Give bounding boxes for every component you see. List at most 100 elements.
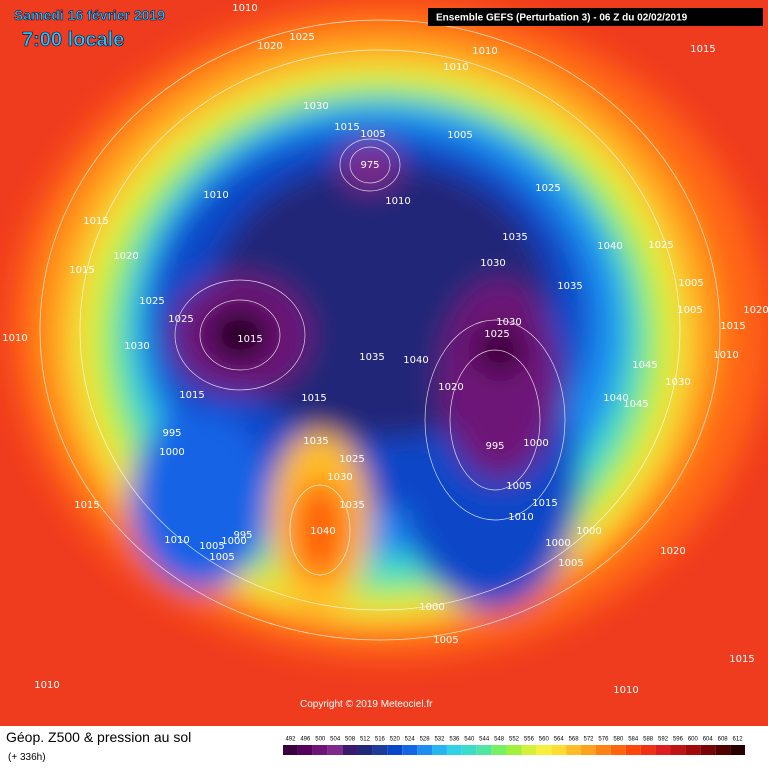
- isobar-label: 1020: [113, 251, 138, 262]
- legend-value: 612: [733, 737, 744, 743]
- legend-swatch: [491, 745, 507, 755]
- legend-swatch: [625, 745, 641, 755]
- isobar-label: 1010: [472, 46, 497, 57]
- isobar-label: 1040: [597, 241, 622, 252]
- legend-swatch: [551, 745, 567, 755]
- legend-swatch: [372, 745, 388, 755]
- legend-value: 552: [509, 737, 520, 743]
- legend-value: 516: [375, 737, 386, 743]
- isobar-label: 1035: [359, 352, 384, 363]
- legend-swatch: [655, 745, 671, 755]
- isobar-label: 1010: [443, 62, 468, 73]
- legend-value: 524: [405, 737, 416, 743]
- isobar-label: 1030: [665, 377, 690, 388]
- legend-value: 592: [658, 737, 669, 743]
- legend-value: 536: [449, 737, 460, 743]
- legend-value: 528: [420, 737, 431, 743]
- isobar-label: 1035: [339, 500, 364, 511]
- isobar-label: 1015: [532, 498, 557, 509]
- legend-value: 604: [703, 737, 714, 743]
- legend-swatch: [715, 745, 731, 755]
- isobar-label: 1005: [199, 541, 224, 552]
- legend-value: 540: [464, 737, 475, 743]
- legend-value: 492: [285, 737, 296, 743]
- isobar-label: 1025: [484, 329, 509, 340]
- legend-value: 508: [345, 737, 356, 743]
- legend-value: 532: [434, 737, 445, 743]
- isobar-labels: 1010102010251030101510059751005101010101…: [2, 3, 768, 696]
- date: Samedi 16 février 2019: [14, 7, 165, 23]
- legend-swatch: [312, 745, 328, 755]
- legend-swatch: [730, 745, 745, 755]
- isobar-label: 1040: [603, 393, 628, 404]
- isobar-label: 1040: [310, 526, 335, 537]
- legend-swatch: [640, 745, 656, 755]
- isobar-label: 1010: [203, 190, 228, 201]
- legend-value: 572: [584, 737, 595, 743]
- isobar-label: 1010: [232, 3, 257, 14]
- legend-swatch: [432, 745, 447, 755]
- isobar-label: 1030: [496, 317, 521, 328]
- isobar-label: 1005: [433, 635, 458, 646]
- isobar-label: 1015: [179, 390, 204, 401]
- isobar-label: 1025: [339, 454, 364, 465]
- isobar-label: 1010: [613, 685, 638, 696]
- isobar-label: 1015: [69, 265, 94, 276]
- isobar-label: 1020: [257, 41, 282, 52]
- legend-swatch: [387, 745, 403, 755]
- isobar-label: 1005: [506, 481, 531, 492]
- legend-swatch: [327, 745, 343, 755]
- isobar-label: 1010: [2, 333, 27, 344]
- isobar-label: 1000: [523, 438, 548, 449]
- legend-value: 500: [315, 737, 326, 743]
- isobar-label: 1000: [576, 526, 601, 537]
- isobar-label: 1015: [690, 44, 715, 55]
- isobar-label: 1005: [678, 278, 703, 289]
- isobar-label: 1000: [159, 447, 184, 458]
- isobar-label: 1000: [545, 538, 570, 549]
- isobar-label: 1035: [303, 436, 328, 447]
- isobar-label: 995: [233, 530, 252, 541]
- legend-swatch: [670, 745, 686, 755]
- isobar-label: 1015: [237, 334, 262, 345]
- legend-swatch: [595, 745, 611, 755]
- legend-swatch: [685, 745, 701, 755]
- isobar-label: 1025: [168, 314, 193, 325]
- isobar-label: 1005: [360, 129, 385, 140]
- isobar-label: 1005: [447, 130, 472, 141]
- legend-value: 512: [360, 737, 371, 743]
- legend-swatch: [610, 745, 626, 755]
- isobar-label: 1045: [623, 399, 648, 410]
- legend-value: 596: [673, 737, 684, 743]
- isobar-label: 1010: [34, 680, 59, 691]
- legend-value: 580: [613, 737, 624, 743]
- time: 7:00 locale: [22, 29, 124, 51]
- isobar-label: 1000: [221, 536, 246, 547]
- isobar-label: 1015: [720, 321, 745, 332]
- legend-swatch: [700, 745, 716, 755]
- legend-swatch: [581, 745, 596, 755]
- isobar-label: 1015: [729, 654, 754, 665]
- legend-swatch: [521, 745, 537, 755]
- lead-time: (+ 336h): [8, 752, 46, 763]
- legend-value: 504: [330, 737, 341, 743]
- isobar-label: 1025: [289, 32, 314, 43]
- legend-value: 560: [539, 737, 550, 743]
- legend-value: 608: [718, 737, 729, 743]
- legend-value: 584: [628, 737, 639, 743]
- isobar-label: 1015: [334, 122, 359, 133]
- isobar-label: 1010: [508, 512, 533, 523]
- legend-swatch: [566, 745, 582, 755]
- legend-value: 588: [643, 737, 654, 743]
- isobar-label: 1025: [139, 296, 164, 307]
- isobar-label: 1035: [502, 232, 527, 243]
- isobar-label: 1020: [743, 305, 768, 316]
- legend-value: 600: [688, 737, 699, 743]
- legend-swatch: [342, 745, 358, 755]
- legend-swatch: [476, 745, 492, 755]
- isobar-label: 1030: [124, 341, 149, 352]
- isobar-label: 1040: [403, 355, 428, 366]
- legend-swatch: [536, 745, 552, 755]
- isobar-label: 1025: [535, 183, 560, 194]
